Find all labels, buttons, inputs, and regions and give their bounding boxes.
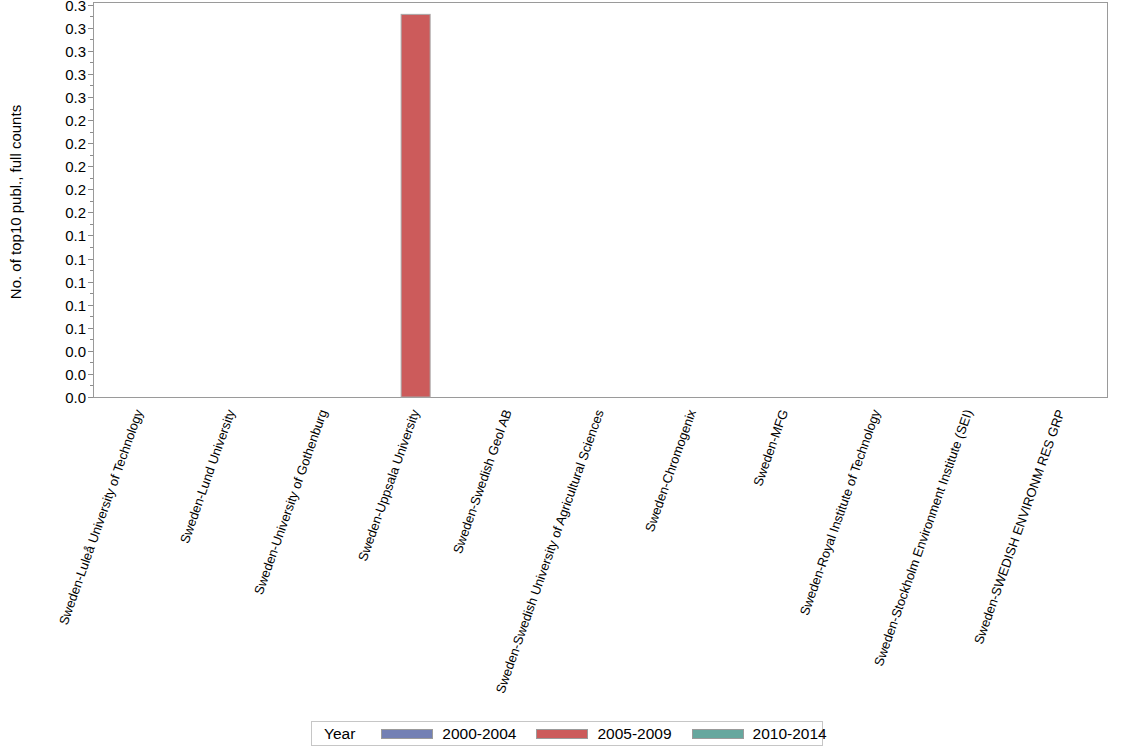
y-tick-label: 0.3 (65, 0, 86, 14)
legend-swatch-2005-2009 (536, 729, 588, 739)
x-tick-label: Sweden-Stockholm Environment Institute (… (871, 407, 976, 667)
x-tick-label: Sweden-Swedish Geol AB (450, 407, 515, 555)
x-tick-label: Sweden-SWEDISH ENVIRONM RES GRP (971, 407, 1068, 646)
x-tick-label: Sweden-Royal Institute of Technology (797, 407, 884, 617)
x-tick-label: Sweden-MFG (750, 407, 791, 488)
y-tick-label: 0.3 (65, 89, 86, 106)
x-tick-label: Sweden-Lund University (177, 407, 238, 545)
y-tick-label: 0.2 (65, 112, 86, 129)
y-tick-label: 0.1 (65, 297, 86, 314)
y-tick-label: 0.2 (65, 135, 86, 152)
x-tick-label: Sweden-Luleå University of Technology (56, 407, 146, 627)
legend-entry: 2010-2014 (692, 725, 827, 743)
y-tick-label: 0.1 (65, 274, 86, 291)
legend-swatch-2010-2014 (692, 729, 744, 739)
legend-entry: 2005-2009 (536, 725, 671, 743)
y-tick-label: 0.3 (65, 43, 86, 60)
legend-label: 2000-2004 (442, 725, 516, 743)
x-tick-label: Sweden-Chromogenix (642, 407, 699, 534)
y-tick-label: 0.2 (65, 204, 86, 221)
legend: Year 2000-2004 2005-2009 2010-2014 (311, 721, 823, 746)
y-tick-label: 0.0 (65, 366, 86, 383)
legend-label: 2005-2009 (597, 725, 671, 743)
y-tick-label: 0.2 (65, 181, 86, 198)
y-tick-label: 0.1 (65, 251, 86, 268)
y-tick-label: 0.3 (65, 20, 86, 37)
x-tick-label: Sweden-Swedish University of Agricultura… (493, 407, 607, 695)
y-tick-label: 0.0 (65, 343, 86, 360)
y-tick-label: 0.0 (65, 389, 86, 406)
bar-chart: 0.0 0.0 0.0 0.1 0.1 0.1 0.1 0.1 0.2 0.2 0.2 0.2 0.2 0… (0, 0, 1134, 756)
bar-2005-2009 (401, 14, 430, 397)
legend-entry: 2000-2004 (381, 725, 516, 743)
x-tick-label: Sweden-Uppsala University (355, 407, 423, 563)
legend-label: 2010-2014 (753, 725, 827, 743)
x-tick-label: Sweden-University of Gothenburg (251, 407, 330, 596)
plot-area-border (94, 3, 1108, 398)
legend-title: Year (324, 725, 355, 743)
y-tick-label: 0.1 (65, 320, 86, 337)
y-tick-label: 0.1 (65, 227, 86, 244)
y-tick-label: 0.2 (65, 158, 86, 175)
legend-swatch-2000-2004 (381, 729, 433, 739)
y-tick-label: 0.3 (65, 66, 86, 83)
